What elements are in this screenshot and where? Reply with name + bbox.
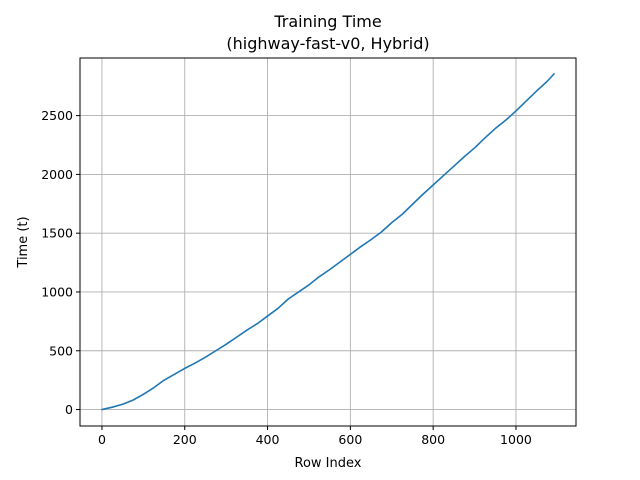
x-tick-label: 800 [421, 432, 445, 447]
series-line [101, 73, 555, 411]
x-tick-label: 200 [173, 432, 197, 447]
x-tick-label: 400 [256, 432, 280, 447]
x-tick-label: 1000 [500, 432, 532, 447]
y-tick-label: 1000 [41, 284, 73, 299]
y-tick-label: 1500 [41, 226, 73, 241]
y-tick-label: 500 [49, 343, 73, 358]
x-axis-label: Row Index [295, 456, 362, 471]
x-tick-label: 0 [98, 432, 106, 447]
y-tick-label: 2500 [41, 108, 73, 123]
series-layer [101, 73, 555, 411]
x-tick-label: 600 [338, 432, 362, 447]
y-tick-label: 0 [65, 402, 73, 417]
axis-ticks: 0 200 400 600 800 1000 0 500 1000 1500 2000 2500 [41, 108, 532, 447]
plot-frame [79, 57, 577, 427]
y-tick-label: 2000 [41, 167, 73, 182]
y-axis-label: Time (t) [16, 216, 31, 268]
grid [80, 58, 576, 426]
chart-title: Training Time [273, 12, 381, 31]
chart-subtitle: (highway-fast-v0, Hybrid) [226, 34, 429, 53]
